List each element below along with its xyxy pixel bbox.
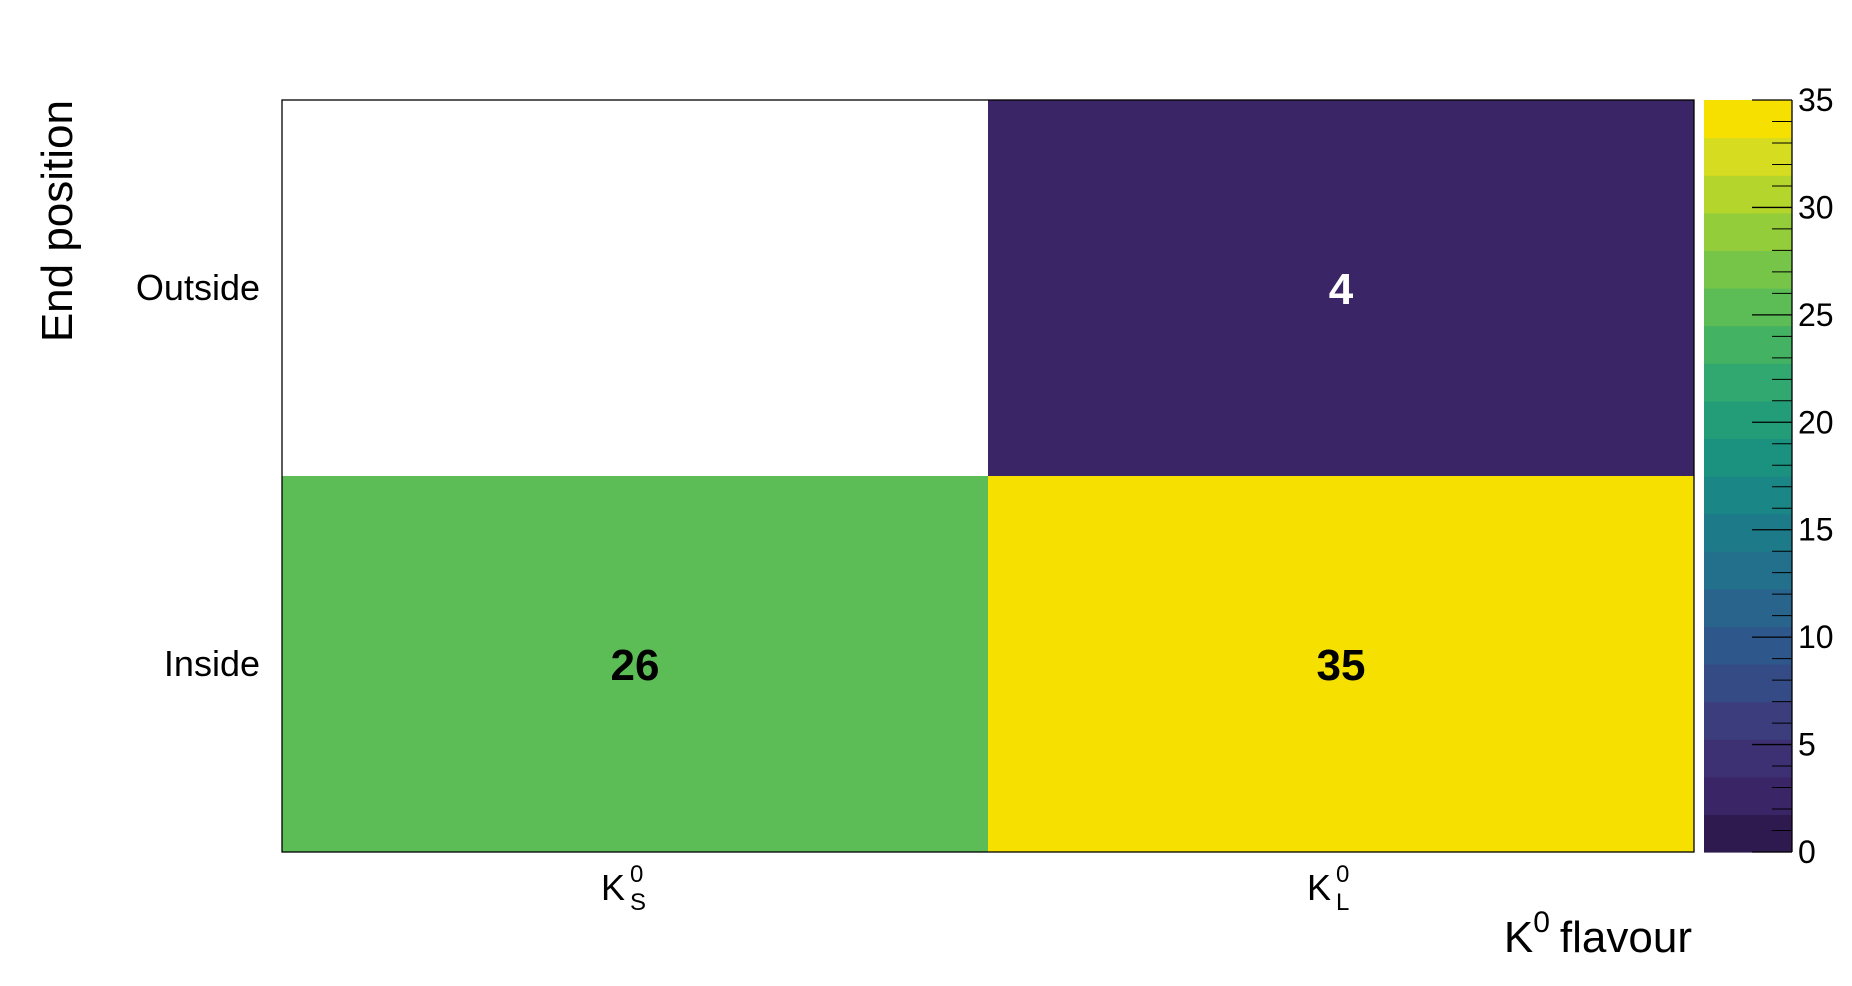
- x-tick-label: K 0S: [601, 861, 646, 916]
- x-axis-title-text: flavour: [1560, 913, 1692, 962]
- colorbar-tick-label: 30: [1798, 189, 1834, 225]
- y-tick-labels: Inside Outside: [136, 267, 260, 684]
- colorbar-tick-label: 20: [1798, 404, 1834, 440]
- heatmap-cell: [988, 100, 1694, 476]
- colorbar-tick-label: 15: [1798, 512, 1834, 548]
- heatmap-cells: [282, 100, 1694, 852]
- heatmap-cell: [282, 476, 988, 852]
- cell-labels: 26 35 4: [611, 265, 1366, 690]
- x-axis-title-sup: 0: [1533, 906, 1550, 939]
- colorbar-segment: [1704, 400, 1792, 439]
- colorbar-segment: [1704, 588, 1792, 627]
- x-axis-title: K0 flavour: [1504, 906, 1692, 962]
- colorbar-segment: [1704, 551, 1792, 590]
- heatmap-cell: [988, 476, 1694, 852]
- colorbar-segment: [1704, 100, 1792, 139]
- colorbar-segment: [1704, 137, 1792, 176]
- x-tick-sub: S: [630, 889, 646, 916]
- x-tick-base: K: [1307, 867, 1331, 908]
- colorbar-tick-label: 25: [1798, 297, 1834, 333]
- cell-value-label: 35: [1317, 641, 1366, 690]
- colorbar-segment: [1704, 288, 1792, 327]
- colorbar-segment: [1704, 814, 1792, 853]
- colorbar-segment: [1704, 701, 1792, 740]
- colorbar-tick-label: 0: [1798, 834, 1816, 870]
- colorbar-segment: [1704, 739, 1792, 778]
- y-tick-label: Outside: [136, 267, 260, 308]
- colorbar-segment: [1704, 212, 1792, 251]
- colorbar-tick-label: 35: [1798, 82, 1834, 118]
- colorbar: 0 5 10 15 20 25 30 35: [1704, 82, 1834, 870]
- cell-value-label: 26: [611, 641, 660, 690]
- colorbar-segment: [1704, 363, 1792, 402]
- colorbar-tick-label: 10: [1798, 619, 1834, 655]
- colorbar-segment: [1704, 438, 1792, 477]
- x-tick-labels: K 0S K 0L: [601, 861, 1349, 916]
- y-tick-label: Inside: [164, 643, 260, 684]
- x-axis-title-prefix: K: [1504, 913, 1533, 962]
- y-axis-title: End position: [33, 100, 82, 342]
- colorbar-segment: [1704, 664, 1792, 703]
- cell-value-label: 4: [1329, 265, 1354, 314]
- x-tick-label: K 0L: [1307, 861, 1349, 916]
- plot-frame: [281, 99, 1695, 853]
- colorbar-segment: [1704, 513, 1792, 552]
- x-tick-base: K: [601, 867, 625, 908]
- x-tick-sub: L: [1336, 889, 1349, 916]
- colorbar-segment: [1704, 250, 1792, 289]
- colorbar-tick-label: 5: [1798, 727, 1816, 763]
- x-tick-sup: 0: [1336, 861, 1349, 888]
- x-tick-sup: 0: [630, 861, 643, 888]
